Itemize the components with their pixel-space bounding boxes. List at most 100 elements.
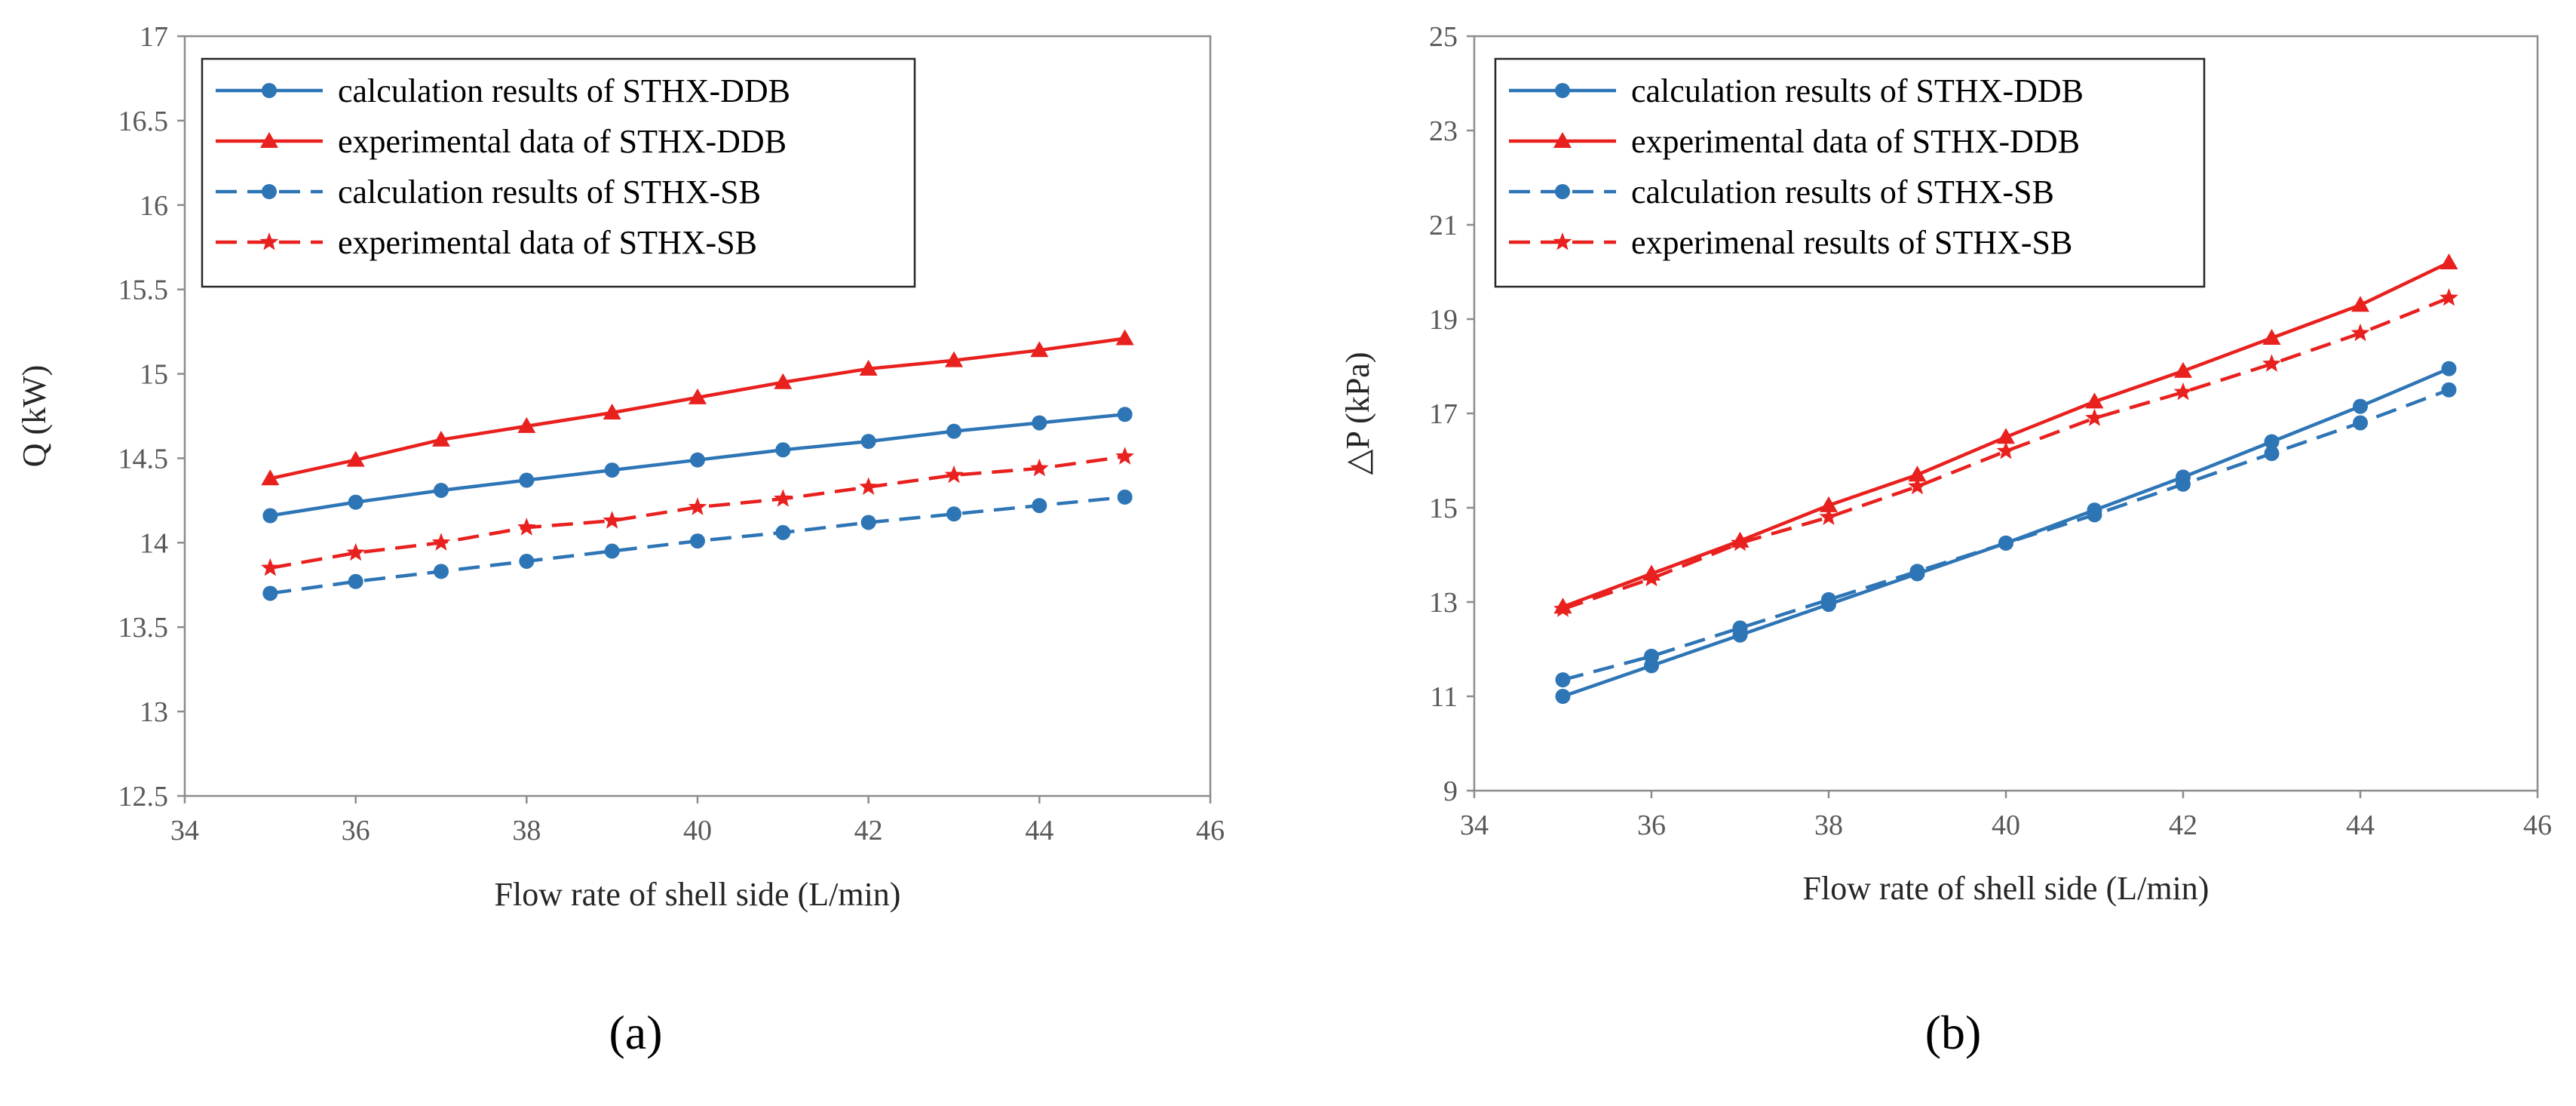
data-point <box>1115 329 1134 346</box>
data-point <box>2262 329 2281 345</box>
data-point <box>1555 672 1571 688</box>
data-point <box>945 351 963 367</box>
y-tick-label: 15.5 <box>118 275 169 306</box>
data-point <box>517 416 536 433</box>
data-point <box>2351 296 2369 312</box>
x-axis-title: Flow rate of shell side (L/min) <box>1803 870 2210 907</box>
legend-marker <box>260 132 278 148</box>
series-1 <box>261 329 1134 486</box>
data-point <box>860 515 876 530</box>
data-point <box>2087 507 2102 523</box>
data-point <box>1117 407 1133 422</box>
legend-entry: experimental data of STHX-DDB <box>338 123 787 160</box>
data-point <box>604 462 620 478</box>
data-point <box>1909 564 1925 579</box>
legend-entry: experimental data of STHX-DDB <box>1631 123 2080 160</box>
data-point <box>688 388 707 404</box>
data-point <box>1908 476 1927 495</box>
data-point <box>1642 568 1661 587</box>
x-tick-label: 40 <box>1992 810 2020 841</box>
y-tick-label: 13 <box>140 696 168 728</box>
data-point <box>774 373 793 389</box>
legend-entry: calculation results of STHX-DDB <box>1631 72 2084 109</box>
series-2 <box>262 489 1133 601</box>
data-point <box>944 465 964 484</box>
y-tick-label: 16 <box>140 190 168 222</box>
legend-marker <box>1553 132 1572 148</box>
data-point <box>946 423 961 439</box>
series-3 <box>261 447 1134 576</box>
data-point <box>346 450 365 467</box>
data-point <box>2262 354 2281 372</box>
legend: calculation results of STHX-DDB experimen… <box>1494 57 2206 288</box>
y-tick-label: 12.5 <box>118 781 169 813</box>
legend-entry: calculation results of STHX-DDB <box>338 72 790 109</box>
data-point <box>1117 489 1133 505</box>
data-point <box>262 585 278 601</box>
data-point <box>1030 458 1049 477</box>
y-tick-label: 13 <box>1429 587 1458 619</box>
legend-box <box>201 57 916 288</box>
x-tick-label: 46 <box>2523 810 2552 841</box>
y-tick-label: 13.5 <box>118 612 169 644</box>
series-line <box>1562 367 2450 699</box>
y-tick-label: 15 <box>140 359 168 391</box>
data-point <box>604 543 620 559</box>
data-point <box>2441 382 2457 398</box>
data-point <box>1819 507 1838 525</box>
y-tick-label: 9 <box>1443 776 1458 807</box>
legend-entry: calculation results of STHX-SB <box>1631 174 2054 210</box>
data-point <box>2440 287 2458 306</box>
data-point <box>1555 689 1571 704</box>
data-point <box>775 524 791 540</box>
data-point <box>859 477 878 495</box>
data-point <box>519 472 535 488</box>
data-point <box>1996 441 2016 459</box>
data-point <box>1553 599 1572 617</box>
x-tick-label: 36 <box>342 815 370 846</box>
data-point <box>1030 341 1049 358</box>
legend-entry: experimental data of STHX-SB <box>338 224 757 261</box>
data-point <box>1820 496 1838 512</box>
data-point <box>1115 447 1134 465</box>
series-1 <box>1553 253 2458 614</box>
series-2 <box>1555 382 2457 688</box>
chart-panel-a: 12.5 13 13.5 14 14.5 15 15.5 16 16.5 17 34 36 38 40 42… <box>16 21 1225 1059</box>
legend-marker <box>1553 232 1572 250</box>
x-tick-label: 44 <box>1025 815 1053 846</box>
data-point <box>348 573 363 589</box>
y-tick-label: 23 <box>1429 115 1458 147</box>
panel-label-b: (b) <box>1925 1006 1982 1059</box>
panel-label-a: (a) <box>609 1006 662 1059</box>
y-tick-label: 16.5 <box>118 106 169 137</box>
data-point <box>519 553 535 569</box>
data-point <box>603 404 621 420</box>
data-point <box>2264 434 2280 450</box>
legend-box <box>1494 57 2206 288</box>
data-point <box>2441 361 2457 376</box>
data-point <box>348 494 363 510</box>
data-point <box>1732 620 1748 636</box>
data-point <box>2353 415 2368 431</box>
legend-marker <box>1555 184 1570 199</box>
data-point <box>690 533 705 549</box>
data-point <box>432 430 450 447</box>
data-point <box>261 558 280 576</box>
x-tick-label: 44 <box>2346 810 2375 841</box>
data-point <box>2353 398 2368 414</box>
chart-panel-b: 9 11 13 15 17 19 21 23 25 34 36 38 40 42 44 46 Flow rate… <box>1339 21 2552 1059</box>
y-tick-label: 19 <box>1429 304 1458 336</box>
series-3 <box>1553 287 2458 617</box>
data-point <box>603 511 621 529</box>
data-point <box>1032 415 1047 431</box>
y-tick-label: 11 <box>1430 681 1458 713</box>
series-0 <box>1555 361 2457 704</box>
x-tick-label: 46 <box>1196 815 1225 846</box>
data-point <box>1644 648 1659 664</box>
y-tick-label: 17 <box>140 21 168 53</box>
series-0 <box>262 407 1133 524</box>
data-point <box>1997 428 2015 444</box>
y-tick-label: 14.5 <box>118 443 169 475</box>
data-point <box>1908 465 1927 482</box>
